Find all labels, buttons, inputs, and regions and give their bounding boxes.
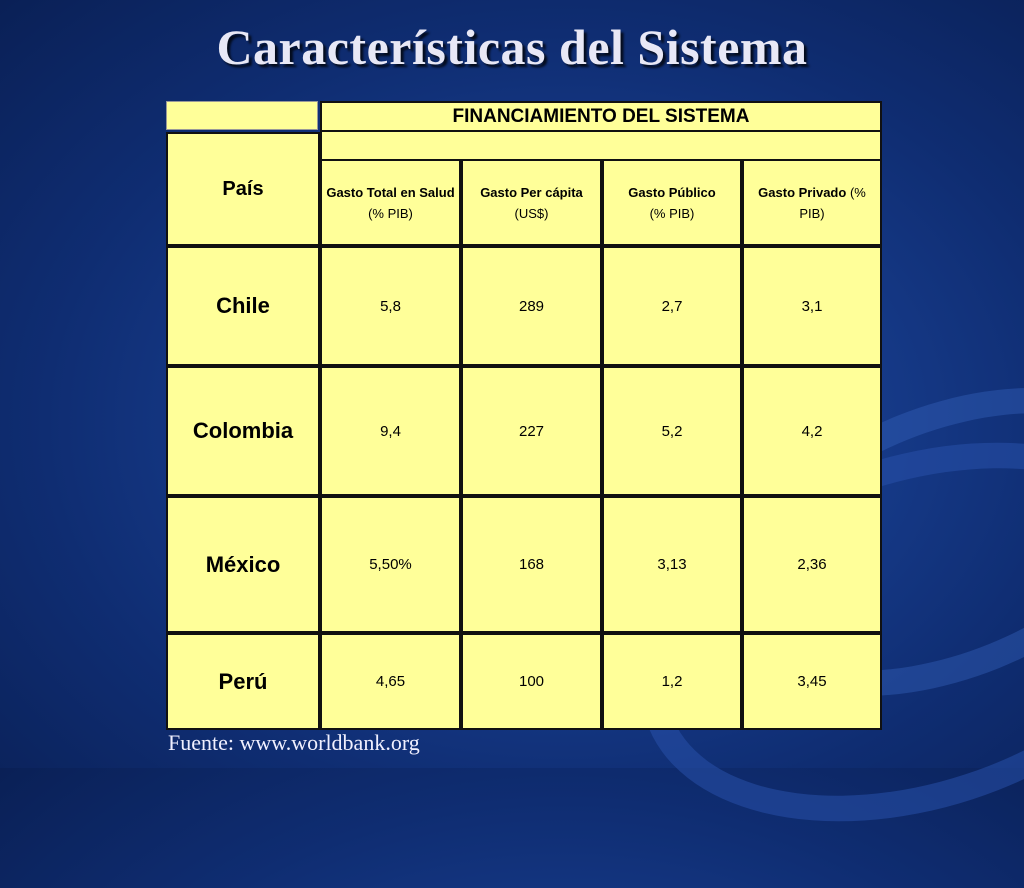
slide-title: Características del Sistema	[216, 19, 808, 75]
column-header-unit: (% PIB)	[649, 205, 695, 221]
column-header-total: Gasto Total en Salud (% PIB)	[320, 159, 461, 246]
table-cell: 5,50%	[320, 496, 461, 633]
column-header-name: Gasto Público	[628, 184, 716, 200]
table-cell: 4,2	[742, 366, 882, 496]
table-cell: 2,36	[742, 496, 882, 633]
group-header: FINANCIAMIENTO DEL SISTEMA	[320, 101, 882, 132]
country-column-header: País	[166, 132, 320, 246]
table-cell: 2,7	[602, 246, 742, 366]
column-header-name: Gasto Per cápita	[480, 184, 583, 200]
table-cell: 100	[461, 633, 602, 730]
table-cell: 168	[461, 496, 602, 633]
table-row-country: Perú	[166, 633, 320, 730]
column-header-unit: (% PIB)	[799, 184, 866, 221]
column-header-unit: (US$)	[514, 205, 549, 221]
source-note: Fuente: www.worldbank.org	[168, 730, 420, 755]
column-header-public: Gasto Público (% PIB)	[602, 159, 742, 246]
column-header-name: Gasto Total en Salud	[326, 184, 455, 200]
table-cell: 227	[461, 366, 602, 496]
column-header-name: Gasto Privado	[758, 184, 847, 200]
header-spacer	[320, 132, 882, 159]
column-header-per-capita: Gasto Per cápita (US$)	[461, 159, 602, 246]
table-cell: 5,2	[602, 366, 742, 496]
table-cell: 5,8	[320, 246, 461, 366]
table-cell: 9,4	[320, 366, 461, 496]
table-row-country: Chile	[166, 246, 320, 366]
table-cell: 1,2	[602, 633, 742, 730]
column-header-unit: (% PIB)	[368, 205, 413, 221]
table-row-country: México	[166, 496, 320, 633]
table-row-country: Colombia	[166, 366, 320, 496]
table-cell: 3,13	[602, 496, 742, 633]
table-cell: 4,65	[320, 633, 461, 730]
table-cell: 289	[461, 246, 602, 366]
table-cell: 3,1	[742, 246, 882, 366]
column-header-private: Gasto Privado (% PIB)	[742, 159, 882, 246]
table-corner-cell	[166, 101, 318, 130]
table-cell: 3,45	[742, 633, 882, 730]
